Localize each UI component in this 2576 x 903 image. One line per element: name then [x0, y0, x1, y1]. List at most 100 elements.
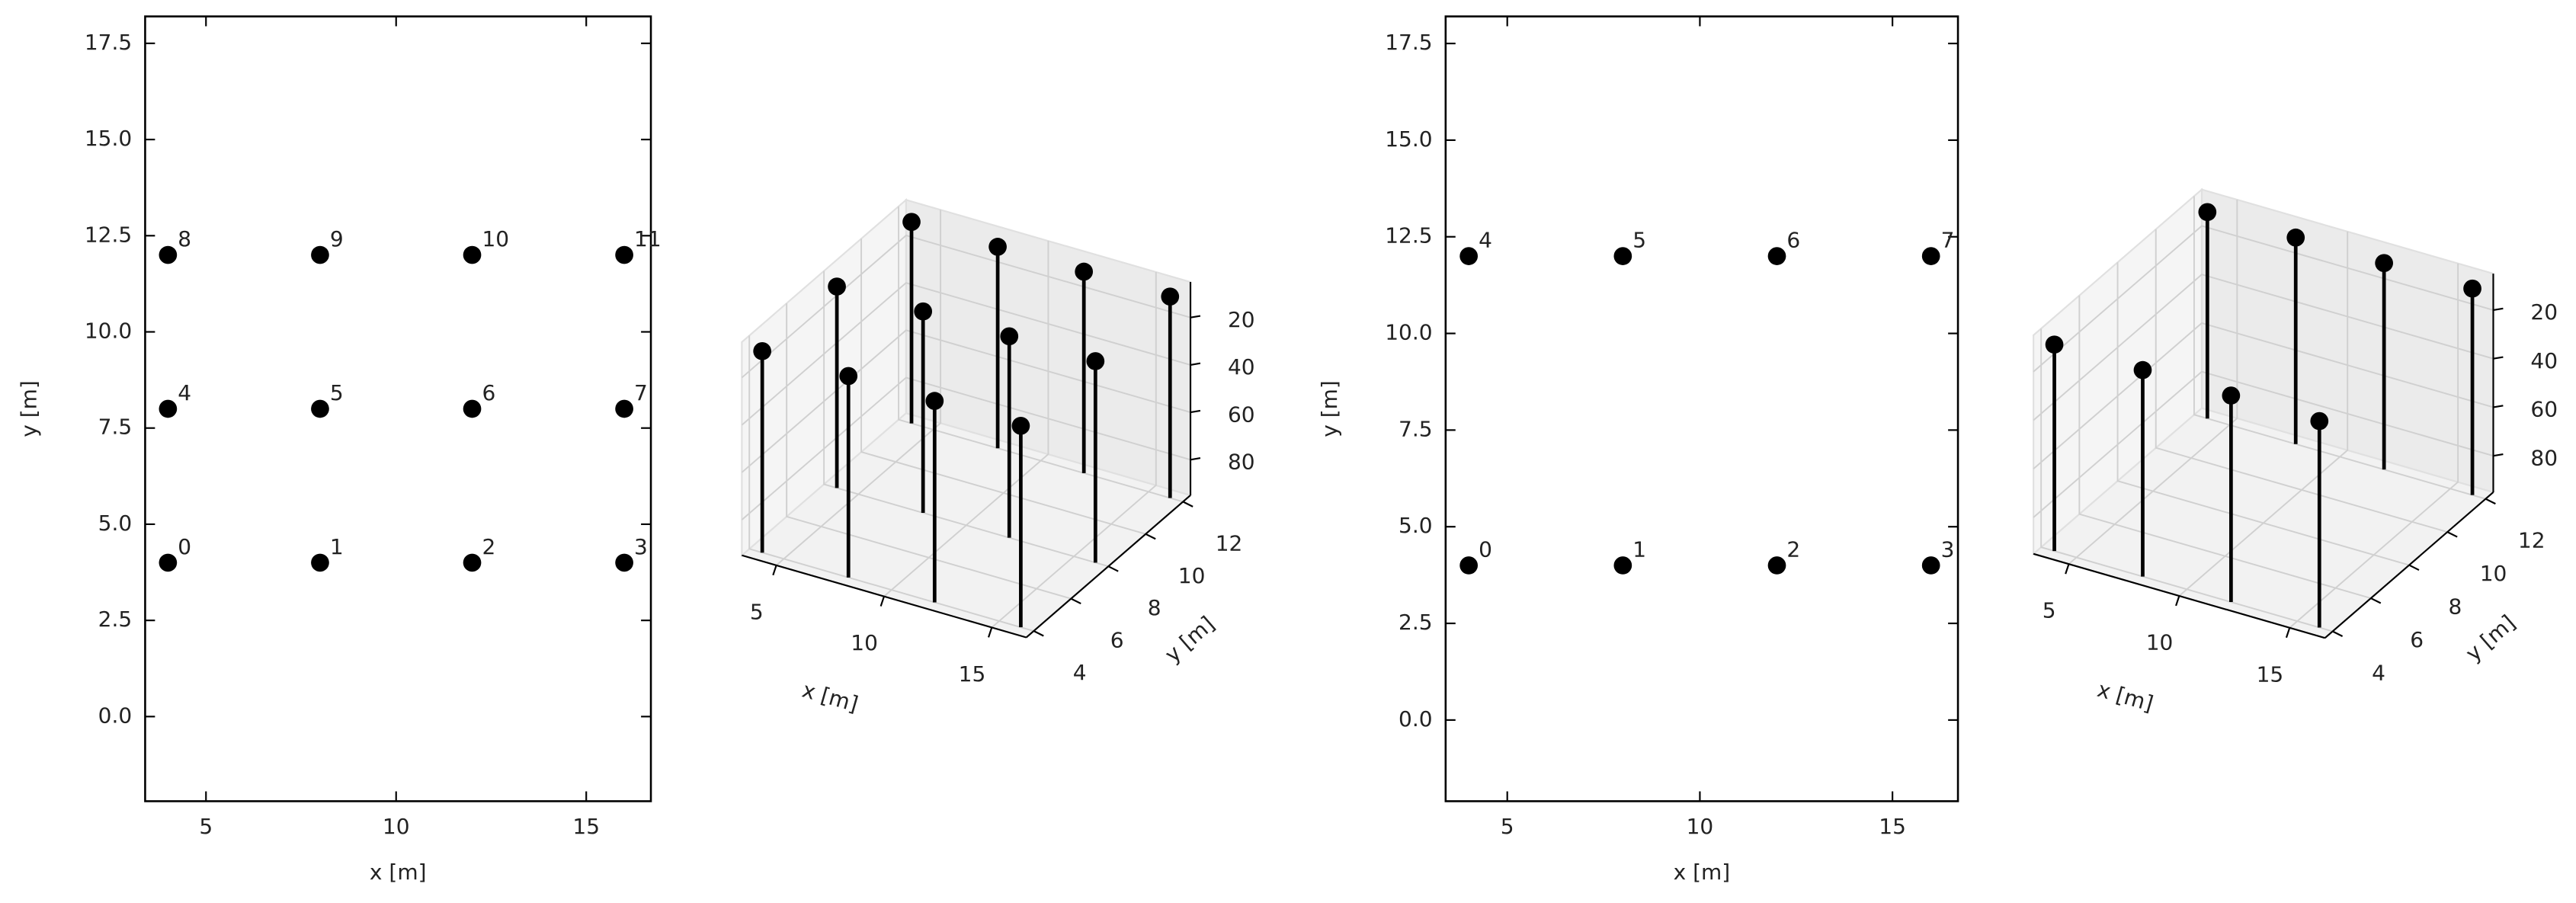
z-tick: [2493, 453, 2504, 457]
y-tick-label: 2.5: [1399, 610, 1433, 635]
point: [311, 399, 329, 418]
point-label: 8: [178, 226, 191, 251]
y-axis-label: y [m]: [17, 380, 42, 437]
z-tick-label: 40: [2530, 348, 2558, 373]
point: [753, 342, 772, 360]
y-tick-label: 12: [1216, 530, 1243, 556]
point: [2198, 203, 2217, 222]
point-label: 3: [634, 534, 648, 559]
z-tick-label: 40: [1228, 354, 1255, 379]
point: [2375, 254, 2393, 273]
point: [2222, 386, 2241, 405]
grid-line: [2033, 322, 2494, 469]
z-tick: [1190, 409, 1201, 414]
point: [463, 399, 482, 418]
y-tick: [1182, 501, 1193, 508]
y-tick-label: 17.5: [85, 30, 132, 55]
point-label: 1: [330, 534, 344, 559]
x-tick: [988, 627, 993, 638]
grid-line: [786, 303, 1072, 600]
point-label: 7: [634, 380, 648, 405]
x-tick-label: 10: [1687, 814, 1714, 839]
grid-line: [2033, 225, 2494, 373]
axes-3d: 5 10 15 468 10 12 20 40 60 80 x [m] y [m]: [740, 197, 1255, 717]
grid-line: [823, 271, 1109, 568]
y-tick-label: 4: [2372, 661, 2385, 686]
z-tick: [1190, 315, 1201, 319]
grid-line: [991, 271, 1157, 629]
y-axis-label: y [m]: [2461, 610, 2520, 666]
point: [2463, 279, 2481, 298]
plot-frame: [1444, 15, 1959, 802]
grid-line: [2033, 370, 2494, 518]
y-tick-label: 7.5: [98, 415, 133, 440]
point-label: 3: [1941, 537, 1955, 562]
x-tick-label: 5: [199, 814, 213, 839]
x-axis-label: x [m]: [2094, 677, 2156, 716]
plot-frame: [144, 15, 652, 802]
point: [2045, 335, 2064, 354]
y-axis-line: [2324, 492, 2494, 639]
y-tick-label: 10.0: [85, 319, 132, 344]
grid-line: [741, 234, 1191, 379]
point: [1161, 287, 1180, 306]
point: [159, 553, 178, 572]
z-tick: [2493, 405, 2504, 408]
point: [1613, 247, 1632, 265]
grid-line: [2040, 328, 2333, 632]
point: [2133, 360, 2152, 379]
x-tick-label: 10: [2146, 629, 2174, 655]
point: [2310, 411, 2329, 431]
grid-line: [860, 239, 1146, 535]
axes-3d: 5 10 15 468 10 12 20 40 60 80 x [m] y [m]: [2031, 187, 2558, 716]
point-label: 9: [330, 226, 344, 251]
y-tick-label: 4: [1073, 660, 1087, 685]
y-tick: [1145, 533, 1156, 540]
point-label: 7: [1941, 228, 1955, 253]
z-tick-label: 20: [1228, 307, 1255, 332]
y-tick: [2446, 531, 2458, 538]
y-tick-label: 5.0: [98, 511, 133, 536]
grid-line: [2178, 231, 2349, 597]
x-tick: [772, 565, 777, 576]
z-tick-label: 80: [1228, 450, 1255, 475]
y-tick-label: 10.0: [1385, 320, 1432, 345]
point: [311, 553, 329, 572]
y-tick-label: 7.5: [1399, 416, 1433, 441]
grid-line: [898, 206, 1184, 503]
point: [1767, 556, 1786, 575]
point-label: 6: [482, 380, 495, 405]
point-label: 4: [1479, 228, 1492, 253]
grid-line: [2033, 274, 2494, 421]
point-label: 4: [178, 380, 191, 405]
z-tick: [1190, 457, 1201, 461]
grid-line: [741, 282, 1191, 426]
axes: 5 10 150.02.55.07.510.012.515.017.5x [m]y …: [1317, 15, 1959, 885]
x-tick-label: 15: [2257, 661, 2284, 687]
y-tick: [1033, 630, 1044, 637]
x-axis-label: x [m]: [799, 677, 861, 717]
grid-line: [2289, 263, 2459, 629]
y-tick-label: 10: [1178, 563, 1206, 588]
axes: 5 10 150.02.55.07.510.012.515.017.5x [m]y …: [17, 15, 662, 885]
x-tick: [2285, 627, 2291, 639]
grid-line: [2068, 200, 2238, 565]
x-tick: [2175, 595, 2180, 607]
grid-line: [883, 241, 1049, 597]
point: [1459, 556, 1479, 575]
y-tick-label: 2.5: [98, 607, 133, 632]
point: [159, 245, 178, 264]
point: [1075, 262, 1094, 281]
point: [2286, 228, 2305, 247]
z-tick: [2493, 307, 2504, 311]
x-axis-label: x [m]: [1674, 860, 1731, 885]
point: [615, 553, 633, 572]
point: [311, 245, 329, 264]
point: [902, 213, 921, 232]
y-tick-label: 8: [1148, 595, 1161, 620]
y-tick: [2485, 498, 2496, 505]
y-tick-label: 10: [2480, 561, 2507, 586]
point: [1921, 247, 1940, 265]
grid-line: [2155, 229, 2448, 533]
y-tick: [1070, 597, 1081, 605]
